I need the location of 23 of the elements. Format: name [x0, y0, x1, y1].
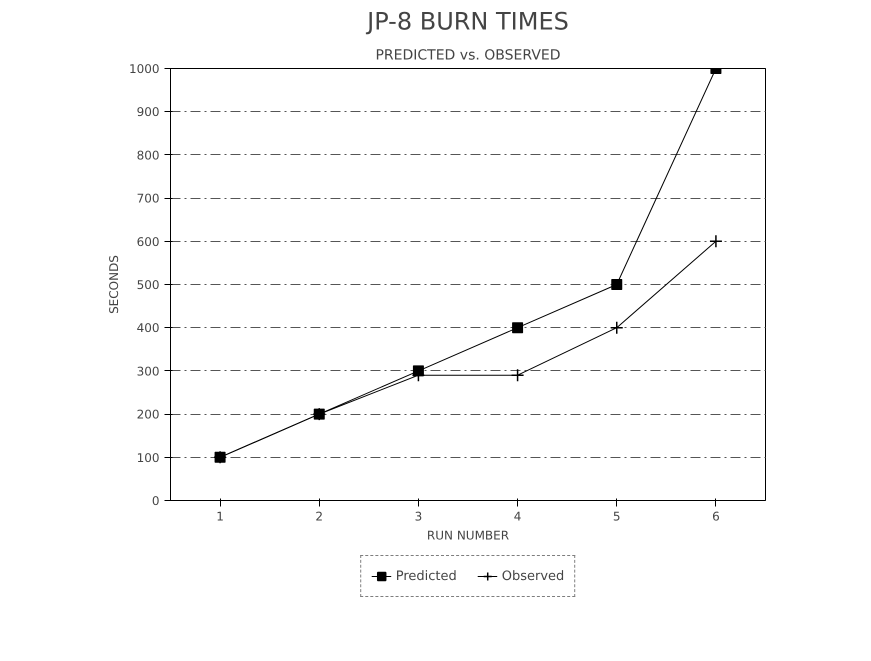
y-tick-label: 1000 — [128, 62, 160, 76]
y-axis-title: SECONDS — [106, 255, 121, 314]
y-tick-label: 700 — [136, 192, 160, 206]
x-axis-title: RUN NUMBER — [426, 528, 510, 542]
x-tick-label: 6 — [712, 510, 720, 524]
y-tick-label: 800 — [136, 148, 160, 162]
y-tick-label: 0 — [152, 494, 160, 508]
y-tick-label: 900 — [136, 105, 160, 120]
x-tick-label: 5 — [612, 510, 621, 524]
y-tick-label: 100 — [136, 450, 160, 465]
y-tick-label: 400 — [136, 321, 160, 336]
chart-subtitle: PREDICTED vs. OBSERVED — [375, 48, 561, 64]
x-tick-label: 1 — [216, 510, 224, 524]
legend-label: Observed — [502, 568, 564, 584]
chart-title: JP-8 BURN TIMES — [365, 8, 569, 36]
x-tick-label: 2 — [315, 510, 324, 524]
legend-label: Predicted — [396, 568, 457, 584]
x-tick-label: 3 — [414, 510, 422, 524]
y-tick-label: 300 — [136, 364, 160, 378]
x-tick-label: 4 — [514, 510, 522, 524]
y-tick-label: 600 — [136, 234, 160, 249]
y-tick-label: 500 — [136, 278, 160, 292]
y-tick-label: 200 — [136, 408, 160, 422]
